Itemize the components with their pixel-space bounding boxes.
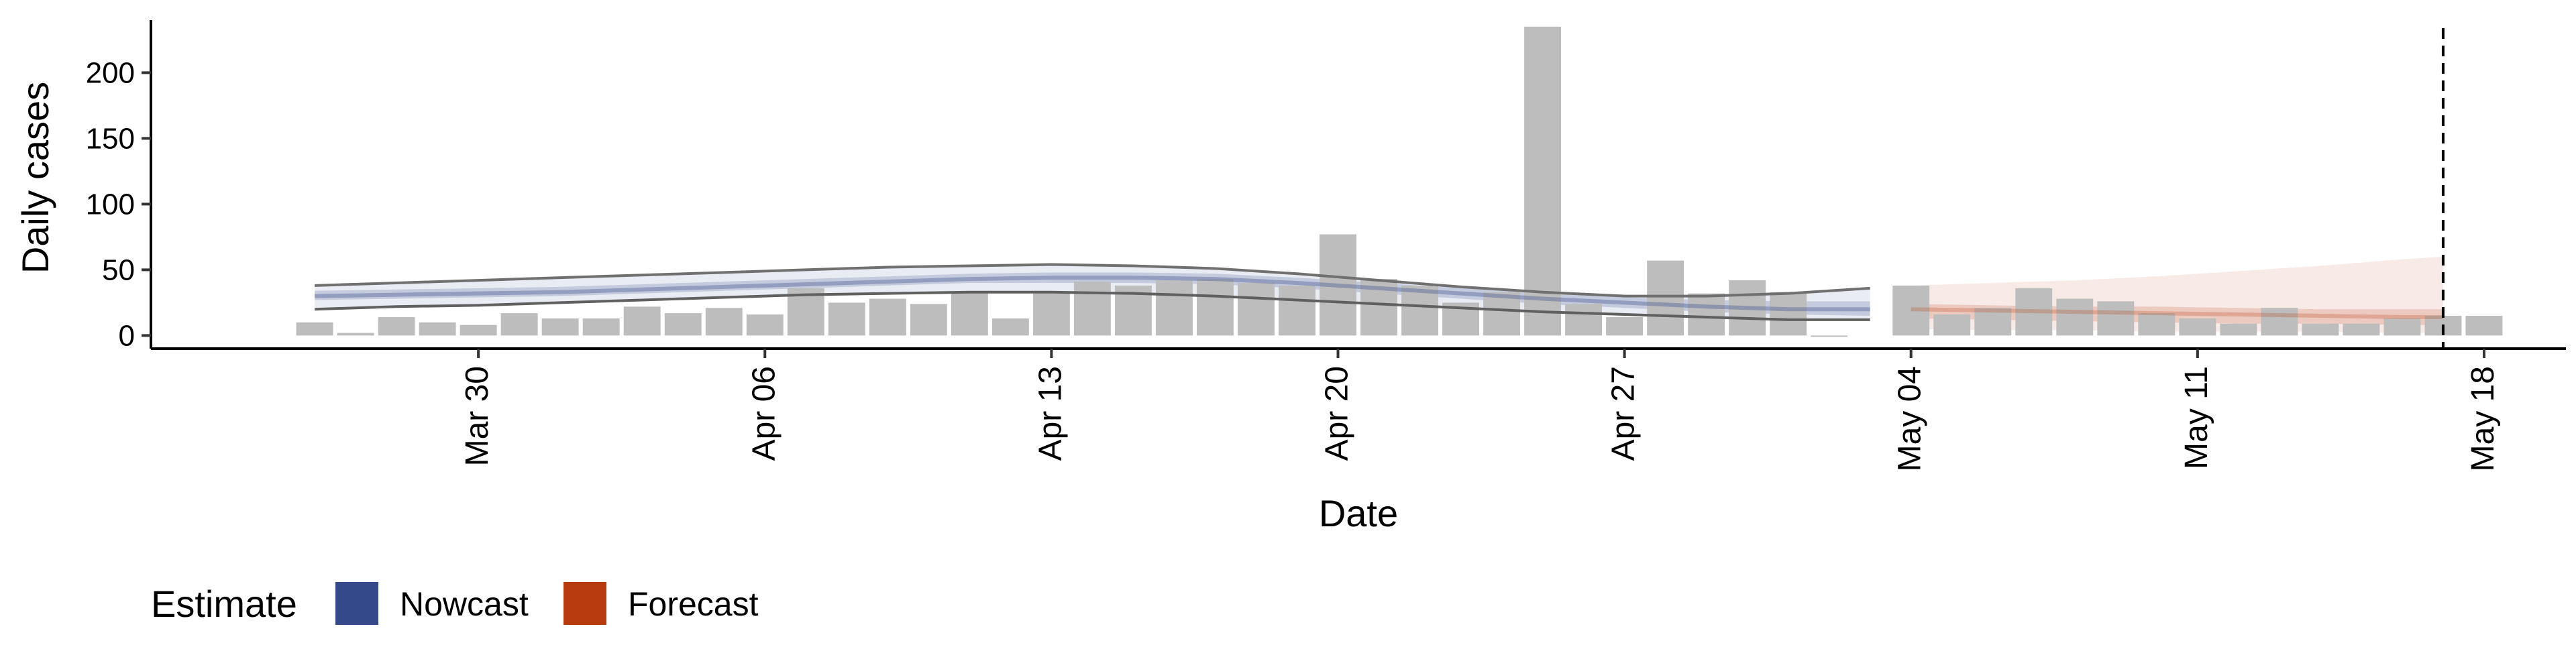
case-bar bbox=[1688, 293, 1725, 336]
case-bar bbox=[1320, 234, 1356, 336]
x-tick-label: Apr 27 bbox=[1606, 366, 1642, 461]
case-bar bbox=[623, 306, 661, 336]
legend: Estimate Nowcast Forecast bbox=[151, 582, 759, 625]
x-tick-label: Apr 06 bbox=[746, 366, 782, 461]
case-bar bbox=[1811, 335, 1848, 337]
forecast-median-line bbox=[1911, 307, 2443, 319]
case-bar bbox=[460, 325, 497, 336]
case-bar bbox=[582, 318, 620, 336]
case-bar bbox=[1606, 316, 1644, 336]
case-bar bbox=[1360, 279, 1397, 336]
case-bar bbox=[1974, 308, 2012, 336]
case-bar bbox=[2383, 318, 2421, 336]
case-bar bbox=[951, 292, 988, 336]
case-bar bbox=[2220, 323, 2257, 336]
case-bar bbox=[1770, 292, 1807, 336]
case-bar bbox=[2465, 316, 2503, 336]
case-bar bbox=[1238, 283, 1275, 336]
estimate-lines bbox=[315, 28, 2445, 349]
case-bar bbox=[705, 308, 743, 336]
case-bar bbox=[378, 316, 415, 336]
case-bar bbox=[2179, 318, 2216, 336]
case-bar bbox=[2097, 301, 2135, 336]
case-bar bbox=[419, 322, 456, 336]
x-tick-label: May 11 bbox=[2179, 366, 2214, 469]
y-tick-label: 0 bbox=[119, 319, 135, 352]
nowcast-median-line bbox=[315, 276, 1870, 312]
case-bar bbox=[337, 333, 374, 336]
y-axis-title: Daily cases bbox=[14, 82, 56, 274]
case-bar bbox=[2056, 298, 2094, 336]
case-bar bbox=[2343, 323, 2380, 336]
case-bar bbox=[541, 318, 579, 336]
x-tick-label: Apr 20 bbox=[1319, 366, 1354, 461]
case-bar bbox=[296, 322, 333, 336]
legend-label: Nowcast bbox=[400, 585, 529, 623]
axes: 0 50 100 150 200 Mar 30 Apr 06 Apr 13 Apr 20 Apr … bbox=[14, 20, 2566, 534]
x-axis-title: Date bbox=[1319, 492, 1398, 534]
nowcast-upper-line bbox=[315, 263, 1870, 298]
case-bar bbox=[1073, 282, 1111, 336]
case-bar bbox=[2138, 313, 2176, 336]
case-bar bbox=[828, 302, 865, 336]
legend-key bbox=[335, 582, 378, 625]
x-tick-label: May 18 bbox=[2465, 366, 2501, 471]
case-bar bbox=[2261, 308, 2298, 336]
y-tick-label: 150 bbox=[86, 122, 135, 155]
case-bar bbox=[1483, 292, 1521, 336]
case-bar bbox=[1279, 285, 1316, 336]
case-bar bbox=[1401, 285, 1438, 336]
case-bar bbox=[1933, 314, 1971, 336]
nowcast-band-50 bbox=[315, 272, 1870, 316]
legend-label: Forecast bbox=[628, 585, 759, 623]
case-bar bbox=[1196, 279, 1234, 336]
case-bar bbox=[2015, 288, 2053, 336]
x-tick-label: Apr 13 bbox=[1032, 366, 1068, 461]
case-bar bbox=[910, 304, 947, 336]
case-bar bbox=[1565, 304, 1603, 336]
legend-key bbox=[564, 582, 606, 625]
case-bar bbox=[500, 313, 538, 336]
case-bar bbox=[1647, 260, 1684, 336]
x-tick-label: May 04 bbox=[1892, 366, 1928, 471]
case-bar bbox=[1892, 285, 1930, 336]
case-bar bbox=[1155, 280, 1193, 336]
case-bar bbox=[869, 298, 906, 336]
legend-title: Estimate bbox=[151, 583, 297, 625]
case-bars bbox=[296, 26, 2503, 337]
case-bar bbox=[746, 314, 784, 336]
y-tick-label: 50 bbox=[102, 253, 135, 286]
y-tick-label: 100 bbox=[86, 188, 135, 221]
case-bar bbox=[991, 318, 1029, 336]
case-bar bbox=[1524, 26, 1562, 336]
case-bar bbox=[1032, 293, 1070, 336]
case-bar bbox=[2302, 323, 2339, 336]
nowcast-lower-line bbox=[315, 290, 1870, 321]
x-tick-label: Mar 30 bbox=[460, 366, 495, 466]
case-bar bbox=[664, 313, 702, 336]
case-bar bbox=[1729, 280, 1766, 336]
y-tick-label: 200 bbox=[86, 56, 135, 89]
